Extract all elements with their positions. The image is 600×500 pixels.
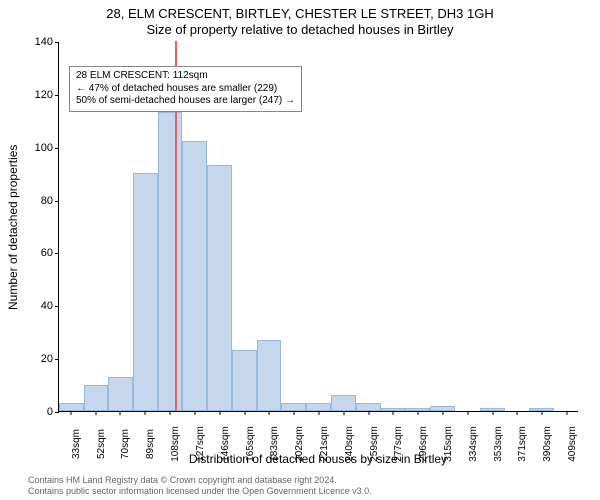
chart-title-line2: Size of property relative to detached ho… [0, 22, 600, 37]
histogram-bar [480, 408, 505, 411]
y-tick-mark [55, 412, 59, 413]
y-tick-label: 140 [23, 36, 53, 48]
histogram-bar [59, 403, 84, 411]
y-tick-label: 60 [23, 247, 53, 259]
x-tick-mark [220, 411, 221, 415]
plot-area: 02040608010012014033sqm52sqm70sqm89sqm10… [58, 42, 578, 412]
y-tick-label: 20 [23, 353, 53, 365]
histogram-bar [430, 406, 455, 411]
x-tick-mark [493, 411, 494, 415]
y-tick-mark [55, 359, 59, 360]
y-tick-mark [55, 201, 59, 202]
footnote-line1: Contains HM Land Registry data © Crown c… [28, 475, 372, 485]
annotation-line2: ← 47% of detached houses are smaller (22… [76, 83, 295, 96]
y-tick-mark [55, 306, 59, 307]
histogram-bar [182, 141, 207, 411]
y-axis-label: Number of detached properties [6, 42, 20, 412]
y-tick-label: 80 [23, 195, 53, 207]
y-tick-mark [55, 42, 59, 43]
x-tick-mark [245, 411, 246, 415]
x-tick-mark [293, 411, 294, 415]
histogram-bar [232, 350, 257, 411]
x-tick-mark [144, 411, 145, 415]
x-tick-mark [95, 411, 96, 415]
y-tick-label: 100 [23, 142, 53, 154]
x-axis-label: Distribution of detached houses by size … [58, 452, 578, 466]
x-tick-mark [542, 411, 543, 415]
x-tick-mark [567, 411, 568, 415]
histogram-bar [381, 408, 405, 411]
footnote: Contains HM Land Registry data © Crown c… [28, 475, 372, 496]
histogram-bar [158, 112, 182, 411]
x-tick-mark [119, 411, 120, 415]
histogram-bar [133, 173, 158, 411]
histogram-bar [331, 395, 356, 411]
x-tick-mark [70, 411, 71, 415]
chart-title-line1: 28, ELM CRESCENT, BIRTLEY, CHESTER LE ST… [0, 6, 600, 21]
y-tick-mark [55, 148, 59, 149]
y-tick-label: 120 [23, 89, 53, 101]
annotation-line1: 28 ELM CRESCENT: 112sqm [76, 70, 295, 83]
x-tick-mark [268, 411, 269, 415]
y-tick-label: 0 [23, 406, 53, 418]
histogram-bar [306, 403, 331, 411]
footnote-line2: Contains public sector information licen… [28, 486, 372, 496]
x-tick-mark [344, 411, 345, 415]
histogram-bar [257, 340, 281, 411]
x-tick-mark [443, 411, 444, 415]
annotation-line3: 50% of semi-detached houses are larger (… [76, 95, 295, 108]
y-tick-mark [55, 253, 59, 254]
histogram-bar [529, 408, 554, 411]
annotation-box: 28 ELM CRESCENT: 112sqm ← 47% of detache… [69, 66, 302, 112]
histogram-bar [84, 385, 108, 411]
y-tick-mark [55, 95, 59, 96]
histogram-bar [356, 403, 381, 411]
y-tick-label: 40 [23, 300, 53, 312]
histogram-bar [281, 403, 306, 411]
histogram-bar [405, 408, 430, 411]
x-tick-mark [169, 411, 170, 415]
x-tick-mark [369, 411, 370, 415]
x-tick-mark [319, 411, 320, 415]
x-tick-mark [417, 411, 418, 415]
x-tick-mark [516, 411, 517, 415]
histogram-bar [207, 165, 232, 411]
chart-container: 28, ELM CRESCENT, BIRTLEY, CHESTER LE ST… [0, 0, 600, 500]
histogram-bar [108, 377, 133, 411]
x-tick-mark [468, 411, 469, 415]
x-tick-mark [392, 411, 393, 415]
x-tick-mark [194, 411, 195, 415]
